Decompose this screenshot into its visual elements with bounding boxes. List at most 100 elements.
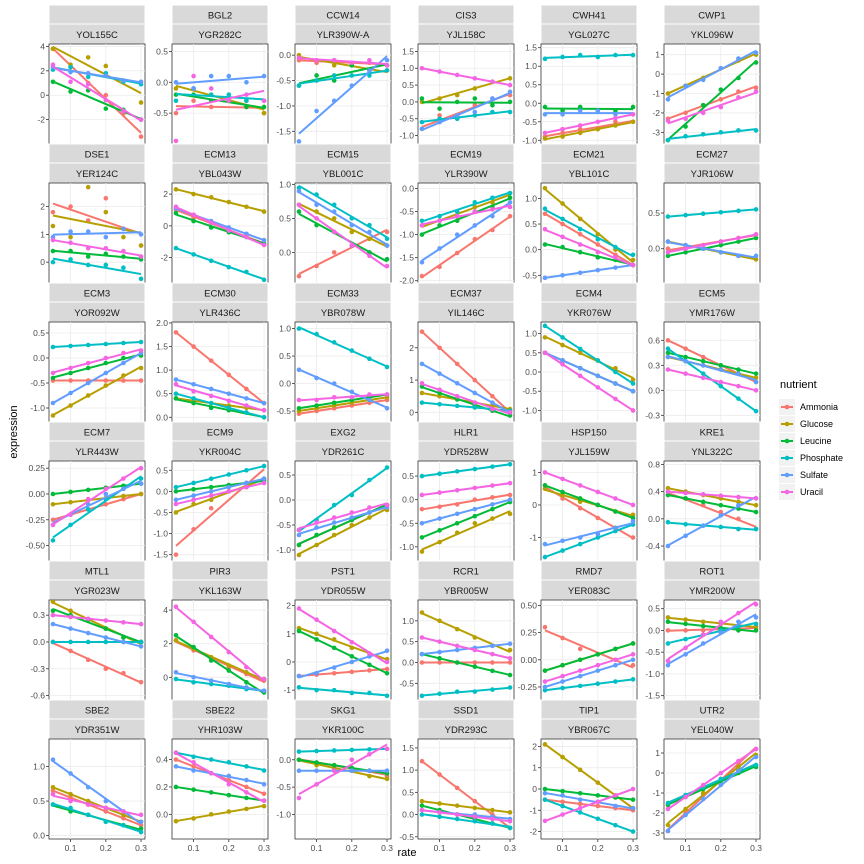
y-tick-label: 1.0 [279, 324, 291, 334]
point-uracil [103, 618, 109, 623]
point-glucose [542, 486, 548, 491]
point-phosphate [349, 216, 355, 221]
point-glucose [244, 806, 249, 812]
point-ammonia [85, 657, 91, 663]
fit-line-phosphate [298, 686, 388, 697]
fit-line-phosphate [52, 257, 142, 276]
point-glucose [331, 216, 337, 221]
point-uracil [419, 807, 425, 813]
point-phosphate [472, 113, 478, 118]
point-glucose [419, 549, 425, 554]
point-uracil [437, 639, 442, 644]
point-ammonia [419, 273, 425, 279]
point-uracil [577, 483, 583, 488]
y-tick-label: 0.0 [402, 810, 414, 820]
point-phosphate [454, 116, 460, 122]
strip-name: ECM37 [450, 289, 482, 300]
point-leucine [665, 350, 671, 356]
point-phosphate [85, 342, 91, 348]
fit-line-phosphate [52, 341, 142, 348]
point-sulfate [191, 675, 196, 680]
point-glucose [367, 773, 372, 779]
point-glucose [68, 791, 73, 797]
fit-line-ammonia [52, 789, 142, 827]
point-uracil [472, 814, 478, 820]
point-uracil [542, 130, 548, 136]
point-uracil [507, 82, 513, 88]
panel-marks [50, 184, 144, 282]
point-glucose [507, 76, 513, 81]
point-sulfate [296, 367, 302, 373]
point-leucine [173, 210, 179, 216]
legend-label-glucose: Glucose [800, 419, 833, 429]
point-ammonia [419, 329, 425, 334]
point-uracil [191, 212, 196, 218]
panel-marks [173, 463, 267, 557]
point-glucose [331, 532, 337, 538]
point-glucose [85, 184, 91, 190]
point-uracil [103, 486, 109, 492]
point-leucine [683, 621, 688, 627]
point-sulfate [665, 354, 671, 360]
fit-line-uracil [421, 482, 511, 496]
strip-name: ECM27 [696, 150, 728, 161]
point-glucose [85, 798, 91, 804]
point-uracil [103, 805, 109, 811]
point-uracil [244, 664, 249, 670]
y-tick-label: 0.0 [33, 353, 45, 363]
point-uracil [173, 204, 179, 210]
panel-plot-area [417, 599, 515, 701]
point-glucose [85, 393, 91, 398]
strip-gene: YKR100C [322, 725, 364, 736]
point-ammonia [173, 110, 179, 116]
point-leucine [419, 803, 425, 808]
point-uracil [121, 809, 126, 814]
panel-ynl322c: KRE1 YNL322C 0.8 0.4 0.0 -0.4 [645, 421, 761, 564]
y-tick-label: -0.5 [276, 76, 291, 86]
point-ammonia [437, 504, 442, 510]
strip-gene: YKL163W [199, 586, 242, 597]
fit-line-uracil [667, 601, 757, 660]
point-sulfate [542, 790, 548, 796]
point-ammonia [472, 660, 478, 665]
y-tick-label: 1 [655, 748, 660, 758]
point-ammonia [490, 227, 495, 233]
point-phosphate [542, 56, 548, 62]
point-leucine [208, 484, 214, 490]
panel-marks [173, 187, 267, 283]
point-glucose [507, 647, 513, 653]
point-phosphate [138, 829, 144, 835]
point-ammonia [560, 130, 565, 136]
point-phosphate [384, 364, 390, 370]
point-sulfate [753, 253, 759, 259]
y-tick-label: 0.0 [156, 412, 168, 422]
point-sulfate [331, 520, 337, 525]
point-uracil [490, 406, 495, 412]
strip-gene: YJR106W [691, 169, 734, 180]
point-leucine [226, 668, 232, 673]
point-sulfate [367, 397, 372, 403]
point-phosphate [683, 521, 688, 527]
point-ammonia [700, 354, 706, 360]
point-phosphate [577, 226, 583, 232]
point-leucine [173, 632, 179, 638]
point-leucine [613, 108, 618, 113]
fit-line-phosphate [421, 686, 511, 697]
fit-line-uracil [298, 502, 388, 530]
panel-marks [173, 73, 267, 144]
point-leucine [68, 89, 73, 94]
point-sulfate [331, 98, 337, 104]
panel-plot-area [171, 182, 269, 284]
point-uracil [753, 496, 759, 501]
fit-line-leucine [175, 635, 265, 695]
point-sulfate [384, 768, 390, 773]
point-glucose [595, 780, 601, 785]
strip-name: ECM33 [327, 289, 359, 300]
point-sulfate [349, 515, 355, 520]
strip-name: TIP1 [579, 706, 599, 717]
fit-line-uracil [298, 393, 388, 402]
strip-name: SBE22 [205, 706, 235, 717]
point-leucine [753, 371, 759, 376]
point-ammonia [595, 242, 601, 247]
y-tick-label: 0.0 [279, 379, 291, 389]
